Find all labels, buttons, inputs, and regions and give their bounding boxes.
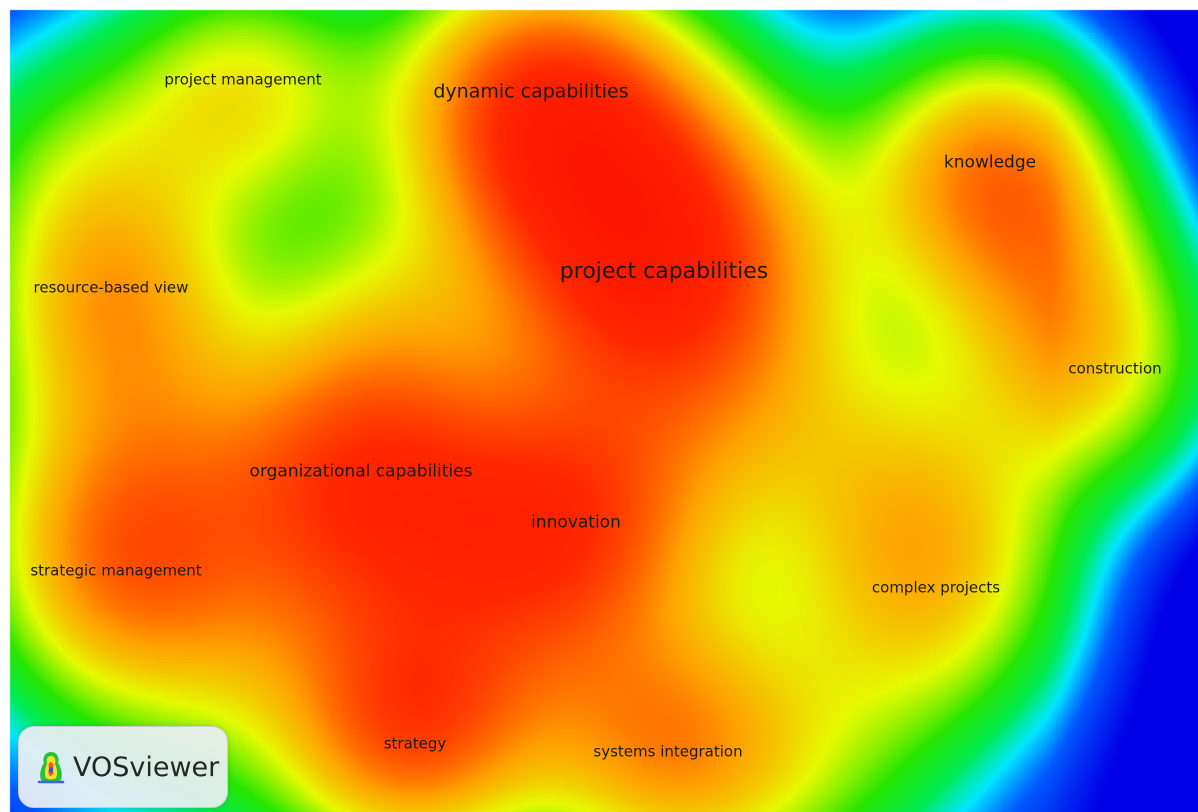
term-strategy[interactable]: strategy xyxy=(384,737,447,752)
term-dynamic-capabilities[interactable]: dynamic capabilities xyxy=(433,83,628,102)
term-construction[interactable]: construction xyxy=(1068,362,1161,377)
term-organizational-capabilities[interactable]: organizational capabilities xyxy=(250,464,473,481)
term-knowledge[interactable]: knowledge xyxy=(944,155,1036,172)
term-project-management[interactable]: project management xyxy=(164,73,321,88)
term-innovation[interactable]: innovation xyxy=(531,515,621,532)
vosviewer-logo-icon xyxy=(37,750,65,784)
term-resource-based-view[interactable]: resource-based view xyxy=(34,281,189,296)
vosviewer-logo-text: VOSviewer xyxy=(73,752,219,783)
term-project-capabilities[interactable]: project capabilities xyxy=(560,261,768,283)
term-complex-projects[interactable]: complex projects xyxy=(872,581,1000,596)
term-systems-integration[interactable]: systems integration xyxy=(593,745,742,760)
term-strategic-management[interactable]: strategic management xyxy=(30,564,201,579)
vosviewer-logo: VOSviewer xyxy=(18,726,228,808)
